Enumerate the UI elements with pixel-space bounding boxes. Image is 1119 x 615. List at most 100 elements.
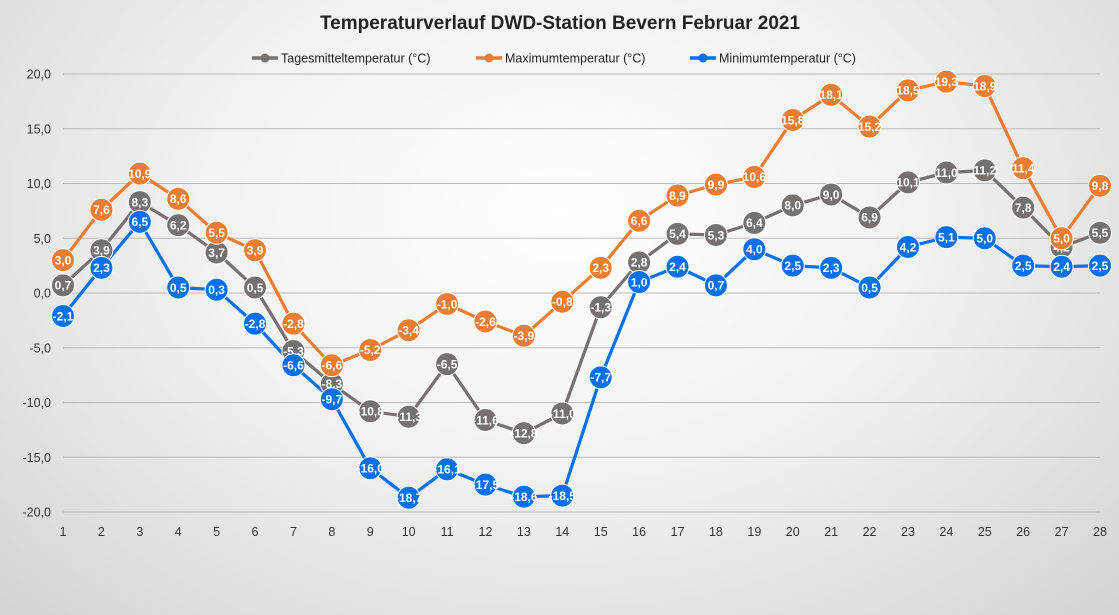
x-tick-label: 6 — [252, 525, 259, 539]
data-label: 6,4 — [746, 216, 763, 230]
data-label: 11,2 — [973, 164, 996, 178]
x-tick-label: 25 — [978, 525, 992, 539]
data-label: -16,1 — [433, 463, 461, 477]
data-point — [319, 353, 344, 378]
data-label: -11,6 — [472, 413, 499, 427]
data-label: 11,4 — [1012, 161, 1035, 175]
data-point — [895, 170, 920, 195]
data-point — [665, 183, 690, 208]
data-point — [703, 172, 728, 197]
x-tick-label: 12 — [479, 525, 493, 539]
data-point — [204, 277, 229, 302]
data-label: 6,9 — [861, 211, 878, 225]
x-tick-label: 7 — [290, 525, 297, 539]
data-point — [51, 303, 75, 328]
data-label: -17,5 — [472, 478, 500, 492]
data-point — [742, 237, 767, 262]
data-point — [281, 311, 306, 336]
data-point — [89, 197, 114, 222]
x-tick-label: 4 — [175, 525, 182, 539]
y-tick-label: 20,0 — [27, 68, 51, 82]
data-label: 10,1 — [896, 176, 920, 190]
data-label: 0,3 — [208, 283, 225, 297]
x-tick-label: 8 — [328, 525, 335, 539]
data-label: -1,3 — [590, 301, 611, 315]
data-point — [89, 255, 114, 280]
data-label: 2,5 — [1092, 259, 1109, 273]
legend-marker — [260, 53, 270, 63]
series-line — [61, 168, 1101, 435]
data-label: -3,4 — [398, 324, 419, 338]
data-label: 5,5 — [1092, 226, 1109, 240]
data-point — [972, 158, 997, 183]
data-point — [166, 275, 191, 300]
y-axis: 20,0 15,0 10,0 5,0 0,0 -5,0 -10,0 -15,0 -20,0 — [23, 68, 52, 520]
legend-item: Minimumtemperatur (°C) — [690, 52, 856, 66]
data-label: 0,7 — [708, 279, 725, 293]
data-point — [934, 160, 959, 185]
y-tick-label: 5,0 — [34, 232, 51, 246]
x-tick-label: 23 — [901, 525, 915, 539]
y-tick-label: -5,0 — [29, 341, 51, 355]
data-label: 10,6 — [743, 170, 767, 184]
data-point — [627, 270, 652, 295]
legend-marker — [484, 53, 494, 63]
data-label: 8,0 — [784, 199, 801, 213]
chart-title: Temperaturverlauf DWD-Station Bevern Feb… — [320, 13, 800, 34]
data-point — [319, 387, 344, 412]
data-label: 9,0 — [823, 188, 840, 202]
legend-label: Tagesmitteltemperatur (°C) — [281, 52, 431, 66]
data-label: 6,5 — [131, 215, 148, 229]
x-tick-label: 16 — [632, 525, 646, 539]
x-tick-label: 11 — [441, 525, 454, 539]
data-label: 0,7 — [55, 279, 72, 293]
x-tick-label: 24 — [939, 525, 953, 539]
series-points: 0,73,98,36,23,70,5-5,3-8,3-10,8 -11,3-6,5… — [51, 69, 1112, 510]
data-point — [1088, 253, 1112, 278]
data-point — [895, 78, 920, 103]
x-tick-label: 17 — [671, 525, 685, 539]
data-point — [281, 353, 306, 378]
data-point — [895, 235, 920, 260]
legend-label: Maximumtemperatur (°C) — [505, 52, 645, 66]
data-label: -6,6 — [322, 359, 343, 373]
data-point — [473, 408, 498, 433]
x-tick-label: 5 — [213, 525, 220, 539]
data-label: 2,8 — [631, 256, 648, 270]
data-label: -2,6 — [475, 315, 496, 329]
data-label: 6,6 — [631, 214, 648, 228]
data-point — [511, 323, 536, 348]
data-point — [665, 221, 690, 246]
x-tick-label: 3 — [136, 525, 143, 539]
data-label: -2,1 — [53, 309, 74, 323]
data-point — [51, 248, 75, 273]
series-lines — [61, 80, 1102, 500]
x-tick-label: 28 — [1093, 525, 1107, 539]
data-point — [396, 404, 421, 429]
data-label: 5,3 — [708, 228, 725, 242]
y-tick-label: 0,0 — [34, 287, 51, 301]
data-point — [703, 222, 728, 247]
data-label: -8,3 — [322, 377, 343, 391]
data-label: -0,8 — [552, 295, 573, 309]
data-label: 11,0 — [935, 166, 958, 180]
data-label: 7,6 — [93, 203, 110, 217]
data-point — [934, 225, 959, 250]
data-point — [243, 275, 268, 300]
data-point — [1011, 195, 1036, 220]
data-point — [588, 255, 613, 280]
data-point — [435, 291, 460, 316]
data-label: -1,0 — [437, 297, 458, 311]
data-point — [1049, 226, 1074, 251]
data-point — [972, 74, 997, 99]
data-label: -6,5 — [437, 357, 458, 371]
data-point — [857, 205, 882, 230]
data-label: 3,9 — [93, 244, 110, 258]
data-label: 2,3 — [592, 261, 609, 275]
data-label: -12,8 — [510, 426, 538, 440]
data-label: 3,9 — [247, 244, 264, 258]
data-label: 9,9 — [708, 178, 725, 192]
data-point — [1049, 254, 1074, 279]
data-point — [127, 161, 152, 186]
data-label: -18,7 — [395, 491, 423, 505]
